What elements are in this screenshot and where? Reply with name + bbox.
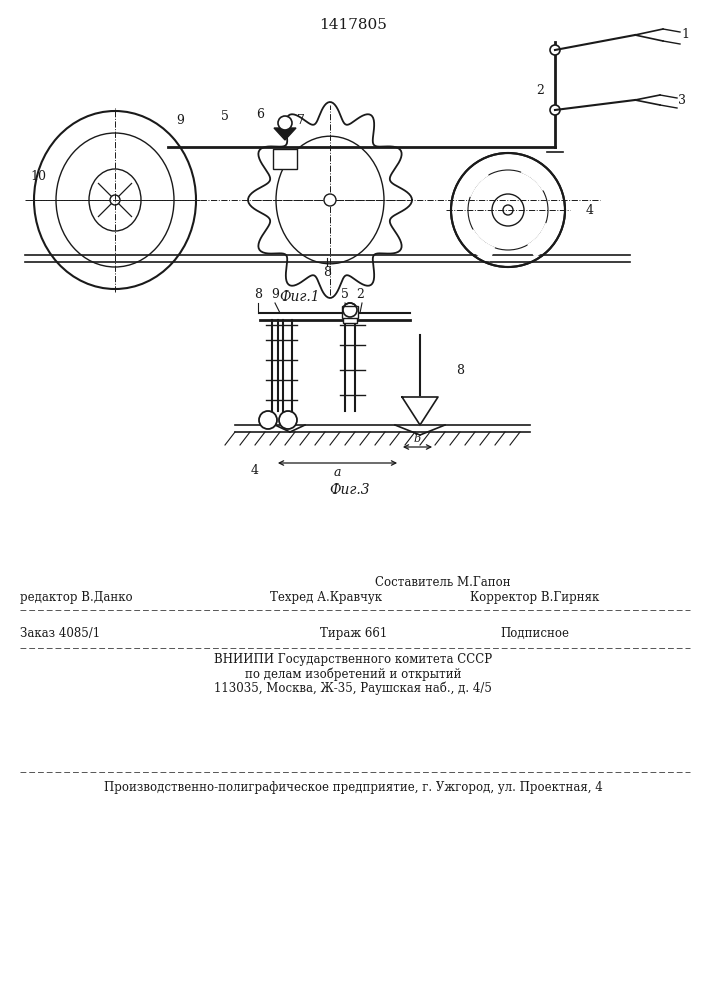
Circle shape bbox=[324, 194, 336, 206]
Circle shape bbox=[259, 411, 277, 429]
Text: Фиг.3: Фиг.3 bbox=[329, 483, 370, 497]
Wedge shape bbox=[522, 159, 555, 190]
Text: Корректор В.Гирняк: Корректор В.Гирняк bbox=[470, 590, 600, 603]
Text: Техред А.Кравчук: Техред А.Кравчук bbox=[270, 590, 382, 603]
Text: 6: 6 bbox=[256, 108, 264, 121]
Text: 9: 9 bbox=[271, 288, 279, 302]
Text: ВНИИПИ Государственного комитета СССР: ВНИИПИ Государственного комитета СССР bbox=[214, 654, 492, 666]
Text: 7: 7 bbox=[297, 113, 305, 126]
Text: a: a bbox=[333, 466, 341, 479]
Text: b: b bbox=[414, 434, 421, 444]
Text: 3: 3 bbox=[678, 94, 686, 106]
Bar bbox=[343, 313, 357, 323]
Text: 2: 2 bbox=[356, 288, 364, 302]
Text: 5: 5 bbox=[221, 110, 229, 123]
Bar bbox=[342, 306, 358, 318]
Circle shape bbox=[278, 116, 292, 130]
Text: 9: 9 bbox=[176, 113, 184, 126]
Text: по делам изобретений и открытий: по делам изобретений и открытий bbox=[245, 667, 461, 681]
Polygon shape bbox=[274, 128, 296, 140]
Circle shape bbox=[110, 195, 120, 205]
Text: 4: 4 bbox=[251, 464, 259, 478]
Text: 5: 5 bbox=[341, 288, 349, 302]
Text: 1: 1 bbox=[681, 28, 689, 41]
Text: 8: 8 bbox=[323, 266, 331, 279]
Polygon shape bbox=[402, 397, 438, 425]
Circle shape bbox=[343, 303, 357, 317]
Text: 4: 4 bbox=[586, 204, 594, 217]
Text: Фиг.1: Фиг.1 bbox=[280, 290, 320, 304]
Text: 113035, Москва, Ж-35, Раушская наб., д. 4/5: 113035, Москва, Ж-35, Раушская наб., д. … bbox=[214, 681, 492, 695]
Circle shape bbox=[279, 411, 297, 429]
Text: Заказ 4085/1: Заказ 4085/1 bbox=[20, 626, 100, 640]
Text: редактор В.Данко: редактор В.Данко bbox=[20, 590, 133, 603]
Text: 8: 8 bbox=[456, 363, 464, 376]
Text: 10: 10 bbox=[30, 170, 46, 184]
Circle shape bbox=[550, 105, 560, 115]
Wedge shape bbox=[457, 163, 488, 196]
Wedge shape bbox=[528, 224, 559, 257]
Text: 1417805: 1417805 bbox=[319, 18, 387, 32]
Text: Подписное: Подписное bbox=[500, 626, 569, 640]
Text: 8: 8 bbox=[254, 288, 262, 302]
Text: Тираж 661: Тираж 661 bbox=[320, 626, 387, 640]
Circle shape bbox=[550, 45, 560, 55]
Wedge shape bbox=[461, 230, 494, 261]
Circle shape bbox=[503, 205, 513, 215]
Text: Производственно-полиграфическое предприятие, г. Ужгород, ул. Проектная, 4: Производственно-полиграфическое предприя… bbox=[104, 780, 602, 794]
Text: Составитель М.Гапон: Составитель М.Гапон bbox=[375, 576, 510, 588]
Text: 2: 2 bbox=[536, 84, 544, 97]
Bar bbox=[273, 149, 297, 169]
